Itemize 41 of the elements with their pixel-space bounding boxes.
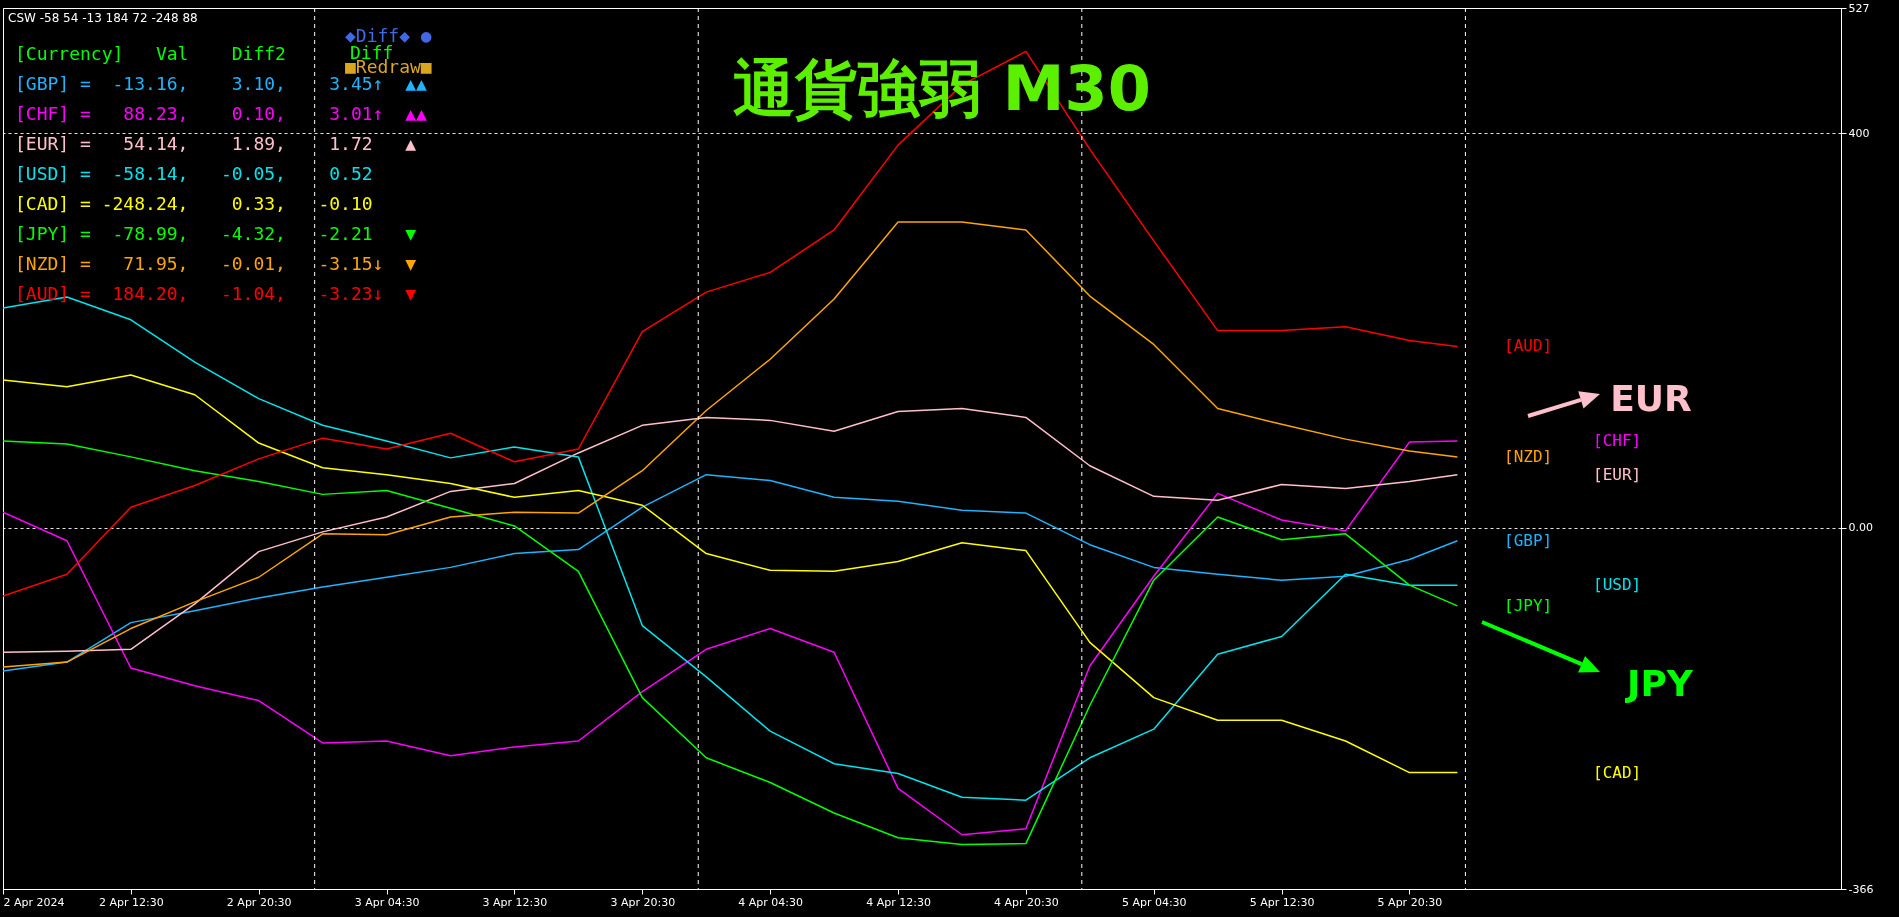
annotation: JPY <box>1624 663 1694 704</box>
annotation: EUR <box>1610 378 1692 419</box>
x-tick-label: 3 Apr 04:30 <box>354 895 420 909</box>
text: [EUR] <box>1593 464 1642 484</box>
x-tick-label: 2 Apr 12:30 <box>98 895 164 909</box>
text: [CAD] <box>1593 762 1642 782</box>
annotation: [GBP] = -13.16, 3.10, 3.45↑ ▲▲ <box>15 73 427 94</box>
annotation: [USD] = -58.14, -0.05, 0.52 <box>15 163 373 184</box>
text: [AUD] <box>1504 336 1553 356</box>
text: [USD] <box>1593 575 1642 595</box>
line-series <box>3 221 1459 668</box>
text: [NZD] <box>1504 446 1553 466</box>
x-tick-label: 3 Apr 12:30 <box>482 895 548 909</box>
text: [JPY] <box>1504 595 1553 615</box>
x-tick-label: 5 Apr 20:30 <box>1377 895 1443 909</box>
x-tick-label: 2 Apr 20:30 <box>226 895 292 909</box>
annotation: [EUR] = 54.14, 1.89, 1.72 ▲ <box>15 133 417 154</box>
y-tick-label: 400 <box>1848 126 1870 140</box>
annotation: [Currency] Val Diff2 <box>15 43 286 64</box>
x-tick-label: 2 Apr 2024 <box>3 895 65 909</box>
line-series <box>3 473 1459 672</box>
annotation: CSW -58 54 -13 184 72 -248 88 <box>8 11 198 25</box>
y-tick-label: -366 <box>1848 882 1874 896</box>
x-tick-label: 4 Apr 12:30 <box>866 895 931 909</box>
annotation: ◆Diff◆ ● <box>345 25 432 46</box>
line-series <box>3 407 1459 653</box>
y-tick-label: 0.00 <box>1848 521 1873 535</box>
line-series <box>3 374 1459 774</box>
x-tick-label: 4 Apr 04:30 <box>738 895 804 909</box>
x-tick-label: 3 Apr 20:30 <box>610 895 676 909</box>
text: [GBP] <box>1504 530 1553 550</box>
text: [CHF] <box>1593 431 1642 451</box>
annotation: [JPY] = -78.99, -4.32, -2.21 ▼ <box>15 223 417 244</box>
annotation: [CAD] = -248.24, 0.33, -0.10 <box>15 193 373 214</box>
x-tick-label: 5 Apr 12:30 <box>1249 895 1315 909</box>
x-tick-label: 4 Apr 20:30 <box>994 895 1059 909</box>
y-tick-label: 527 <box>1848 1 1870 15</box>
annotation: [NZD] = 71.95, -0.01, -3.15↓ ▼ <box>15 253 417 274</box>
annotation: [CHF] = 88.23, 0.10, 3.01↑ ▲▲ <box>15 103 427 124</box>
annotation: [AUD] = 184.20, -1.04, -3.23↓ ▼ <box>15 283 417 304</box>
x-tick-label: 5 Apr 04:30 <box>1121 895 1187 909</box>
